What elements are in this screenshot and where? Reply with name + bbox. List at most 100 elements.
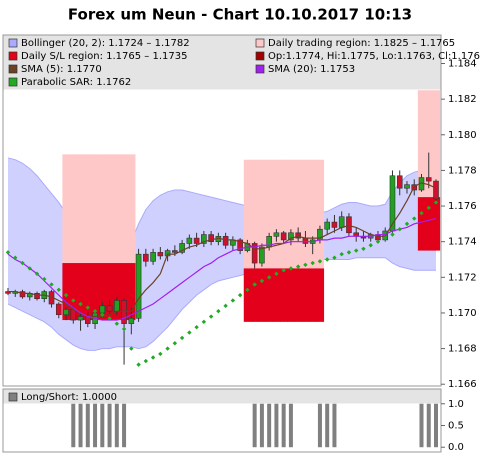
region [425, 197, 433, 251]
legend-label: Parabolic SAR: 1.1762 [21, 77, 131, 88]
region [76, 154, 85, 264]
candle-body [288, 232, 294, 241]
candle-body [259, 246, 265, 264]
sar-dot [56, 287, 61, 292]
region [287, 159, 296, 269]
candle-body [201, 234, 207, 244]
region [62, 154, 71, 264]
bar [93, 403, 98, 448]
candle-body [99, 305, 106, 314]
region [98, 263, 107, 321]
candle-body [179, 243, 185, 253]
bar [288, 403, 293, 448]
sar-dot [230, 298, 236, 303]
candle-body [164, 250, 171, 257]
sar-dot [150, 355, 156, 360]
legend-background [3, 35, 441, 90]
region [316, 268, 325, 322]
sar-dot [114, 321, 120, 326]
sar-dot [165, 346, 170, 351]
y-tick-label: 1.176 [448, 201, 477, 212]
candle-body [106, 305, 113, 312]
region [113, 154, 121, 264]
sar-dot [412, 216, 417, 221]
sar-dot [34, 271, 40, 276]
candle-body [172, 250, 178, 253]
sar-dot [78, 301, 83, 307]
y-tick-label: 1.180 [448, 130, 477, 141]
region [127, 263, 136, 321]
sar-dot [172, 341, 178, 346]
y-tick-label: 0.0 [448, 442, 464, 453]
candle-body [55, 303, 62, 316]
region [113, 263, 121, 321]
candle-body [143, 253, 149, 262]
candle-body [251, 243, 258, 264]
region [69, 154, 78, 264]
legend-swatch [255, 51, 265, 61]
candle-body [331, 221, 338, 228]
bar [114, 403, 119, 448]
candle-body [433, 180, 439, 200]
region [280, 268, 288, 322]
region [417, 90, 426, 198]
sar-dot [107, 316, 112, 321]
bar [71, 403, 76, 448]
sar-dot [426, 205, 431, 211]
candle-body [114, 300, 120, 312]
sar-dot [433, 200, 439, 205]
candle-body [324, 221, 330, 230]
legend-label: Daily S/L region: 1.1765 – 1.1735 [21, 51, 187, 62]
candle-body [128, 317, 135, 324]
y-tick-label: 1.182 [448, 94, 477, 105]
region [98, 154, 107, 264]
legend-swatch [255, 64, 265, 74]
candle-body [346, 216, 352, 234]
region [301, 159, 310, 269]
region [309, 159, 317, 269]
candle-body [63, 309, 69, 316]
sar-dot [288, 266, 294, 271]
sar-dot [143, 358, 149, 364]
region [294, 159, 303, 269]
sar-dot [63, 292, 69, 298]
candle-body [295, 232, 301, 239]
region [417, 197, 426, 251]
legend-label: SMA (20): 1.1753 [268, 64, 355, 75]
candle-body [150, 252, 156, 262]
y-tick-label: 1.184 [448, 59, 477, 70]
sar-dot [223, 303, 228, 309]
region [243, 268, 252, 322]
candle-body [157, 252, 164, 257]
region [91, 263, 100, 321]
legend-label: Daily trading region: 1.1825 – 1.1765 [268, 38, 455, 49]
sar-dot [20, 260, 25, 266]
region [294, 268, 303, 322]
candle-body [84, 316, 91, 324]
region [265, 159, 274, 269]
sar-dot [303, 262, 308, 268]
candle-body [34, 293, 40, 299]
legend-background [3, 389, 441, 404]
region [251, 159, 259, 269]
bar [434, 403, 438, 448]
bar [317, 403, 322, 448]
sar-dot [361, 246, 366, 252]
sar-dot [216, 308, 221, 314]
region [127, 154, 136, 264]
candle-body [77, 316, 84, 321]
region [309, 268, 317, 322]
legend-swatch [8, 51, 18, 61]
sar-dot [5, 250, 11, 255]
sar-dot [397, 227, 402, 232]
region [265, 268, 274, 322]
bar [78, 403, 83, 448]
y-tick-label: 1.166 [448, 379, 477, 390]
sar-dot [100, 312, 105, 317]
legend-label: Bollinger (20, 2): 1.1724 – 1.1782 [21, 38, 190, 49]
region [301, 268, 310, 322]
candle-body [193, 237, 200, 244]
legend-swatch [8, 77, 18, 87]
y-tick-label: 1.178 [448, 165, 477, 176]
